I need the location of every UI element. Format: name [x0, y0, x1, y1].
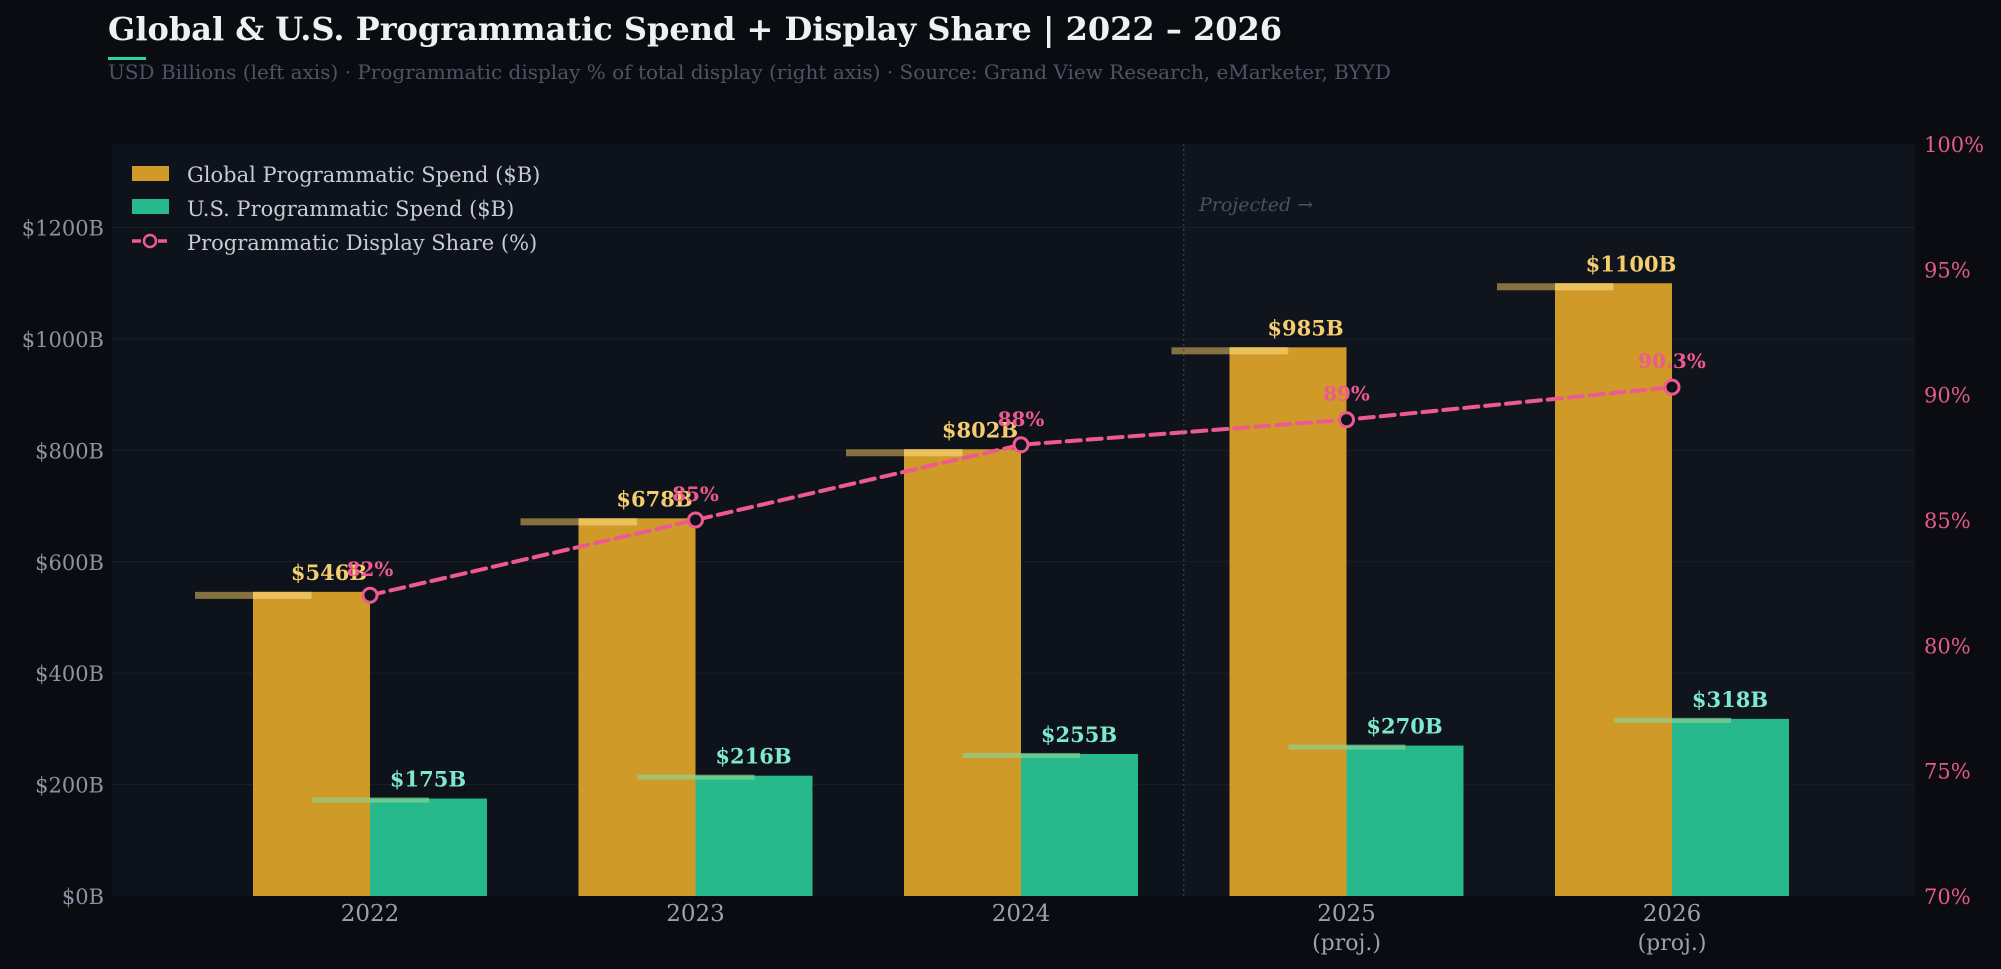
left-tick-label: $600B: [35, 551, 104, 575]
bar-global: [253, 591, 370, 896]
bar-global-label: $546B: [291, 560, 367, 585]
bar-global-label: $802B: [942, 417, 1018, 442]
share-point: [1663, 378, 1681, 396]
share-line: [361, 378, 1681, 604]
bar-us-marker: [312, 797, 429, 803]
x-tick-label: 2024: [992, 901, 1051, 927]
x-tick-label: 2022: [341, 901, 400, 927]
share-point: [361, 586, 379, 604]
right-tick-label: 75%: [1924, 760, 1971, 784]
bar-global-label: $1100B: [1586, 251, 1677, 276]
share-line-path: [368, 385, 1674, 598]
x-tick-label: 2025: [1317, 901, 1376, 927]
bar-global: [1555, 283, 1672, 896]
right-tick-label: 100%: [1924, 133, 1984, 157]
legend: Global Programmatic Spend ($B) U.S. Prog…: [132, 163, 540, 255]
data-labels: $546B $175B $678B $216B $802B $255B $985B $270B…: [291, 251, 1768, 791]
bar-us-marker: [963, 752, 1080, 758]
bar-global-label: $678B: [616, 486, 692, 511]
title-underline: [108, 57, 146, 60]
bar-us-label: $175B: [390, 767, 466, 792]
legend-marker-share: [142, 233, 158, 249]
bar-global: [904, 449, 1021, 896]
bar-us-label: $270B: [1366, 714, 1442, 739]
bar-global-marker-hi: [253, 591, 311, 599]
bar-us-marker: [1288, 744, 1406, 750]
share-label: 89%: [1323, 382, 1370, 406]
legend-label-us: U.S. Programmatic Spend ($B): [187, 197, 514, 221]
x-tick-sublabel: (proj.): [1312, 931, 1381, 956]
right-tick-label: 80%: [1924, 634, 1971, 658]
bar-us-marker: [637, 774, 755, 780]
share-label: 88%: [998, 407, 1045, 431]
x-tick-sublabel: (proj.): [1638, 931, 1707, 956]
legend-label-share: Programmatic Display Share (%): [187, 231, 537, 255]
bar-global: [1229, 347, 1347, 897]
left-tick-label: $1200B: [22, 217, 104, 241]
bar-us-label: $255B: [1041, 722, 1117, 747]
x-tick-label: 2023: [666, 901, 725, 927]
bar-us: [1672, 718, 1789, 896]
bar-global-marker-hi: [904, 449, 962, 457]
legend-label-global: Global Programmatic Spend ($B): [187, 163, 540, 187]
bar-global-marker-hi: [578, 518, 637, 526]
share-point: [1338, 411, 1355, 429]
left-tick-label: $400B: [35, 662, 104, 686]
projected-note: Projected →: [1198, 194, 1313, 216]
bar-us-label: $216B: [715, 744, 791, 769]
x-axis: 2022 2023 2024 2025 (proj.) 2026 (proj.): [341, 901, 1707, 956]
bar-global-marker-hi: [1555, 283, 1613, 291]
share-point: [1012, 436, 1030, 454]
legend-swatch-us: [132, 199, 169, 214]
right-tick-label: 70%: [1924, 885, 1971, 909]
bar-us: [370, 798, 487, 896]
right-tick-label: 85%: [1924, 509, 1971, 533]
share-label: 90.3%: [1638, 349, 1706, 373]
right-tick-label: 95%: [1924, 258, 1971, 282]
share-label: 82%: [347, 557, 394, 581]
chart-subtitle: USD Billions (left axis) · Programmatic …: [108, 60, 1391, 84]
bar-global: [578, 518, 696, 896]
bar-us-marker: [1614, 717, 1731, 723]
share-point: [687, 511, 704, 529]
bar-us: [1346, 745, 1464, 896]
chart-title: Global & U.S. Programmatic Spend + Displ…: [108, 10, 1282, 48]
share-label: 85%: [672, 482, 719, 506]
left-tick-label: $0B: [62, 885, 104, 909]
left-tick-label: $800B: [35, 439, 104, 463]
bar-us: [1021, 753, 1138, 896]
right-tick-label: 90%: [1924, 384, 1971, 408]
bar-global-label: $985B: [1267, 315, 1343, 340]
bars: [195, 283, 1789, 897]
bar-us-label: $318B: [1692, 687, 1768, 712]
right-axis: 70% 75% 80% 85% 90% 95% 100%: [1924, 133, 1984, 909]
x-tick-label: 2026: [1643, 901, 1702, 927]
left-tick-label: $200B: [35, 774, 104, 798]
legend-swatch-global: [132, 166, 169, 181]
left-axis: $0B $200B $400B $600B $800B $1000B $1200B: [22, 217, 104, 909]
bar-us: [695, 775, 813, 896]
bar-global-marker-hi: [1229, 347, 1288, 355]
left-tick-label: $1000B: [22, 328, 104, 352]
